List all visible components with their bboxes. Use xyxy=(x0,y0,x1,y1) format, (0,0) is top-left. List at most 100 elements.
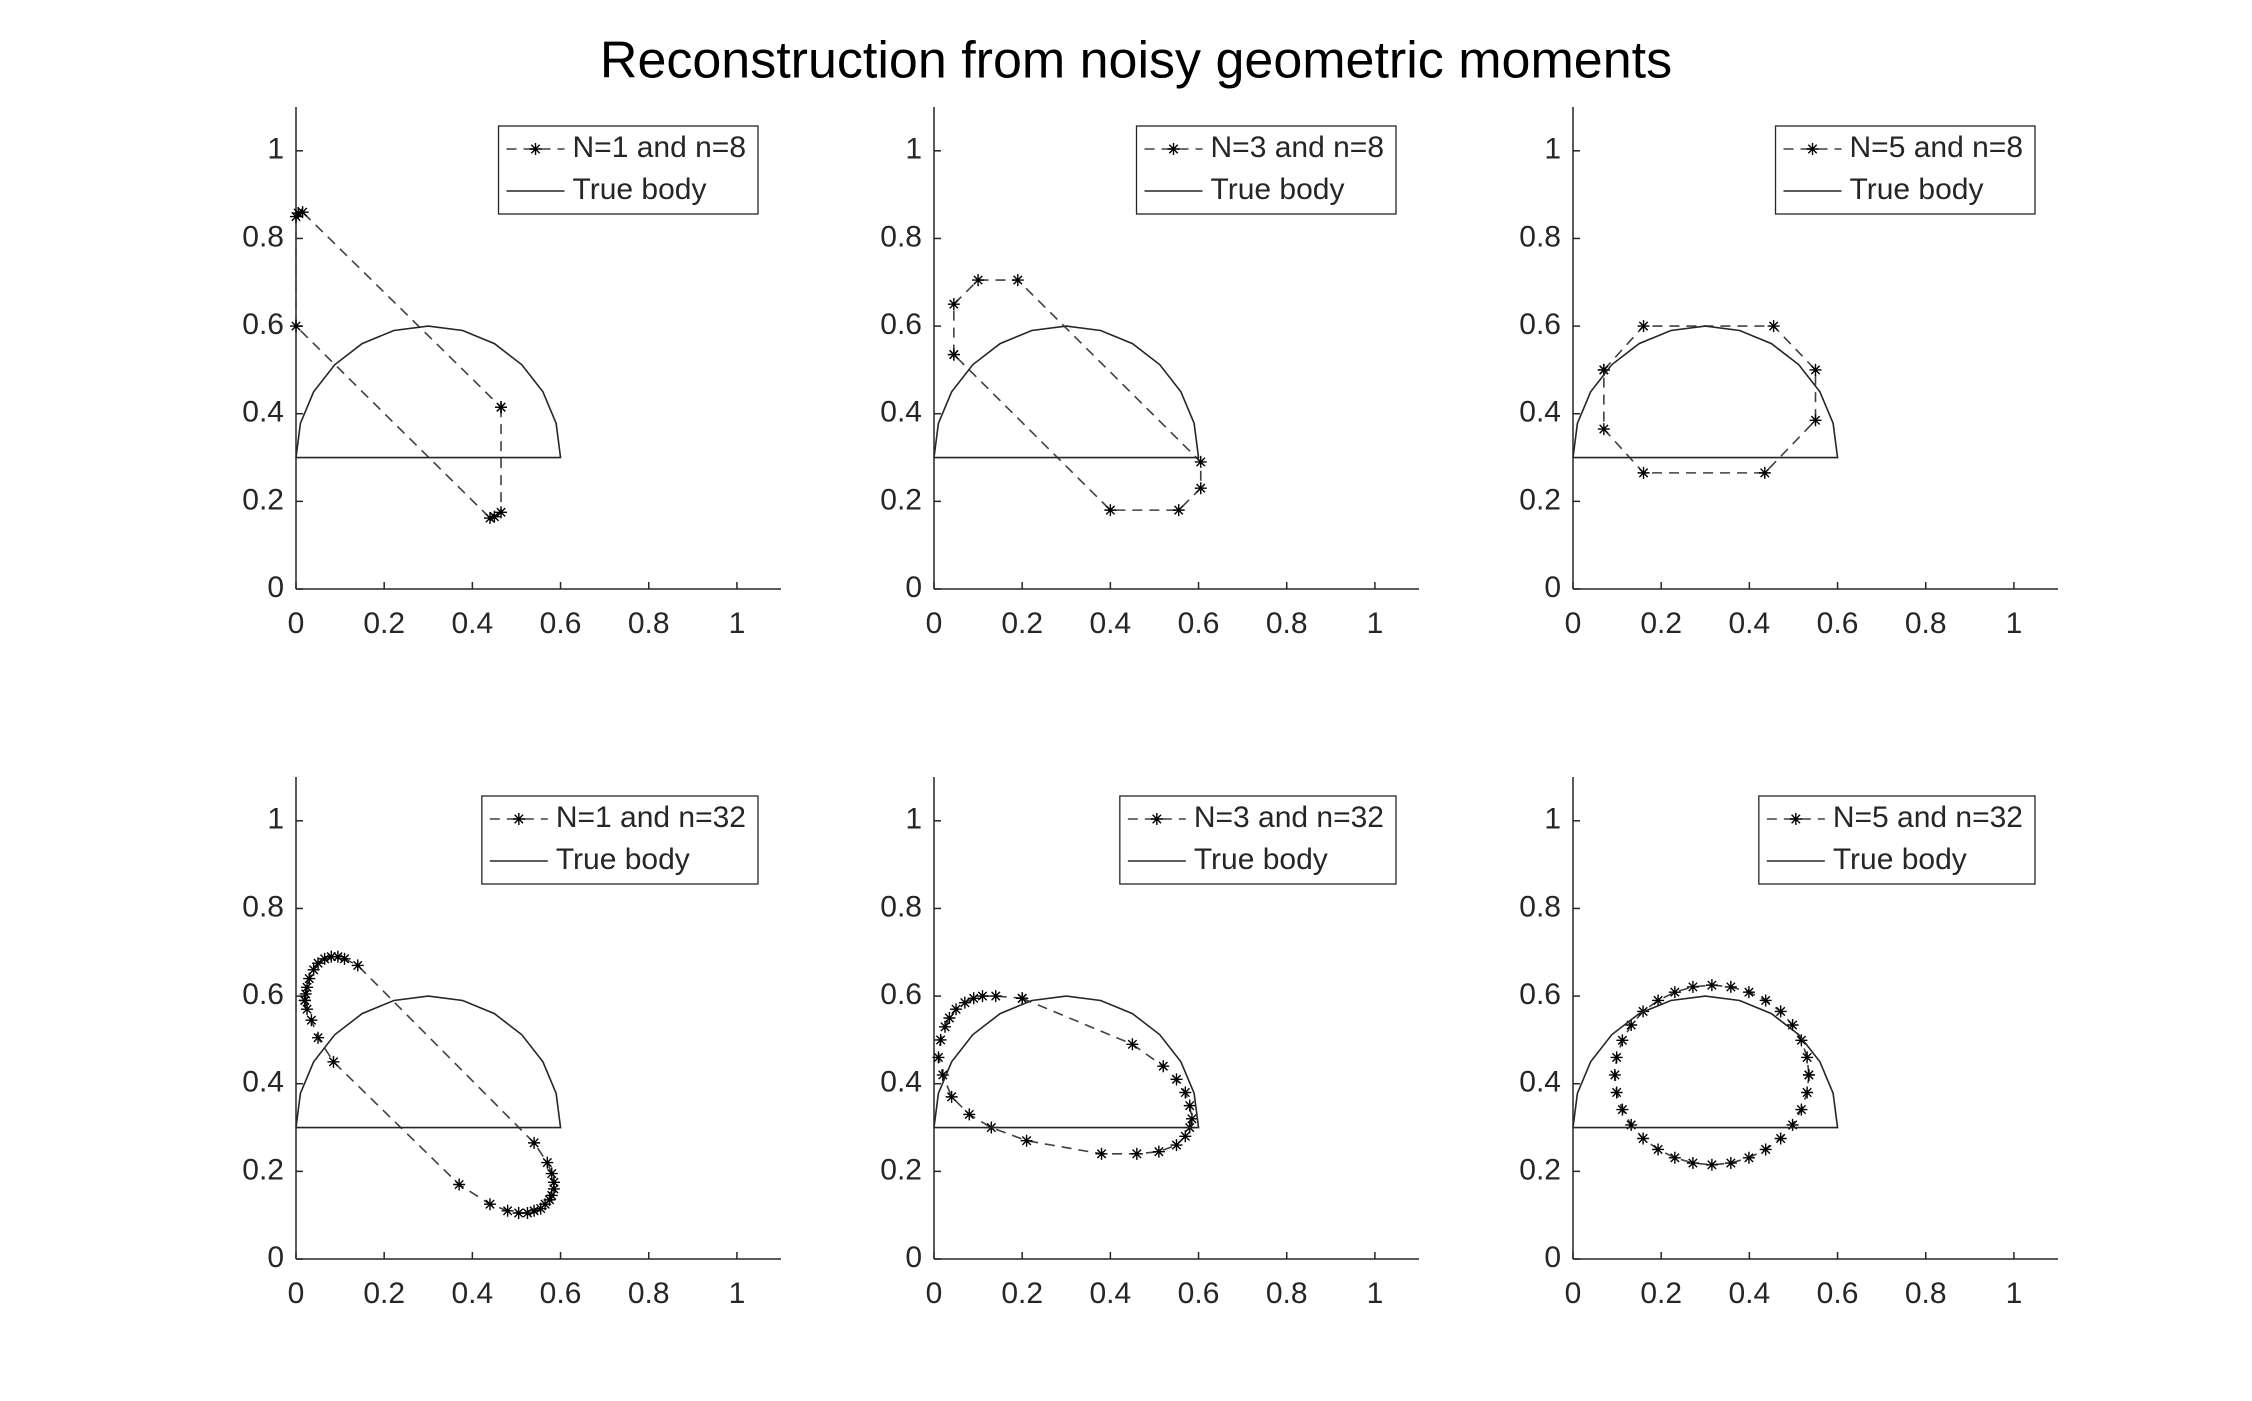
x-tick-label: 0.8 xyxy=(1905,607,1947,640)
data-marker xyxy=(967,992,980,1005)
data-marker xyxy=(1786,1019,1799,1032)
data-marker xyxy=(541,1156,554,1169)
x-tick-label: 0 xyxy=(288,607,305,640)
x-tick-label: 1 xyxy=(2006,1277,2023,1310)
y-tick-label: 0 xyxy=(267,1241,284,1274)
y-tick-label: 0.2 xyxy=(242,1153,284,1186)
x-tick-label: 1 xyxy=(1367,607,1384,640)
y-tick-label: 0.2 xyxy=(880,483,922,516)
data-marker xyxy=(312,957,325,970)
y-tick-label: 0.6 xyxy=(242,308,284,341)
legend-label: True body xyxy=(556,843,690,876)
data-marker xyxy=(1742,986,1755,999)
data-marker xyxy=(958,996,971,1009)
data-marker xyxy=(947,348,960,361)
data-marker xyxy=(290,320,302,333)
legend-box xyxy=(1119,795,1397,885)
data-marker xyxy=(1625,1019,1638,1032)
data-marker xyxy=(338,952,351,965)
data-marker xyxy=(1179,1086,1192,1099)
y-tick-label: 0.6 xyxy=(880,308,922,341)
data-marker xyxy=(1724,980,1737,993)
x-tick-label: 0.8 xyxy=(1905,1277,1947,1310)
data-marker xyxy=(539,1198,552,1211)
y-tick-label: 0 xyxy=(905,1241,922,1274)
x-tick-label: 0.2 xyxy=(363,607,405,640)
data-marker xyxy=(327,1055,340,1068)
y-tick-label: 0.8 xyxy=(1519,890,1561,923)
data-marker xyxy=(963,1108,976,1121)
data-marker xyxy=(1809,414,1822,427)
x-tick-label: 1 xyxy=(729,607,746,640)
data-marker xyxy=(1157,1060,1170,1073)
legend-label: N=5 and n=8 xyxy=(1850,131,2023,164)
data-marker xyxy=(301,981,314,994)
data-marker xyxy=(1809,363,1822,376)
data-marker xyxy=(331,950,344,963)
data-marker xyxy=(1616,1034,1629,1047)
data-marker xyxy=(1194,455,1207,468)
data-marker xyxy=(1637,320,1650,333)
y-tick-label: 0.8 xyxy=(242,890,284,923)
data-marker xyxy=(290,210,302,223)
data-marker xyxy=(1170,1139,1183,1152)
y-tick-label: 1 xyxy=(267,803,284,836)
legend-marker xyxy=(512,813,525,825)
data-marker xyxy=(1020,1134,1033,1147)
data-marker xyxy=(299,987,312,1000)
data-line xyxy=(295,325,562,459)
x-tick-label: 0.6 xyxy=(540,1277,582,1310)
data-marker xyxy=(453,1178,466,1191)
subplot: 0 0.2 0.4 0.6 0.8 1 0 0.2 0.4 0.6 0.8 1 N=3 and n=32… xyxy=(880,777,1419,1310)
data-marker xyxy=(1759,1143,1772,1156)
data-marker xyxy=(1625,1118,1638,1131)
x-tick-label: 0.6 xyxy=(1178,607,1220,640)
y-tick-label: 0.8 xyxy=(242,220,284,253)
y-tick-label: 0.4 xyxy=(242,396,284,429)
y-tick-label: 1 xyxy=(905,133,922,166)
data-marker xyxy=(1774,1132,1787,1145)
x-tick-label: 0.2 xyxy=(1640,1277,1682,1310)
y-tick-label: 0.6 xyxy=(1519,978,1561,1011)
y-tick-label: 0 xyxy=(1544,571,1561,604)
x-tick-label: 0.2 xyxy=(1640,607,1682,640)
legend-label: N=5 and n=32 xyxy=(1833,801,2023,834)
legend-box xyxy=(1774,125,2036,215)
subplot: 0 0.2 0.4 0.6 0.8 1 0 0.2 0.4 0.6 0.8 1 N=1 and n=8 T… xyxy=(242,107,781,640)
legend: N=3 and n=8 True body xyxy=(1135,125,1397,215)
x-tick-label: 0 xyxy=(1565,607,1582,640)
subplot: 0 0.2 0.4 0.6 0.8 1 0 0.2 0.4 0.6 0.8 1 N=1 and n=32… xyxy=(242,777,781,1310)
x-tick-label: 0.4 xyxy=(452,1277,494,1310)
data-marker xyxy=(1152,1145,1165,1158)
data-marker xyxy=(936,1068,949,1081)
legend-label: True body xyxy=(1850,173,1984,206)
y-tick-label: 0.4 xyxy=(242,1066,284,1099)
subplot: 0 0.2 0.4 0.6 0.8 1 0 0.2 0.4 0.6 0.8 1 N=3 and n=8 T… xyxy=(880,107,1419,640)
data-marker xyxy=(976,990,989,1003)
legend-label: N=3 and n=32 xyxy=(1194,801,1384,834)
y-tick-label: 0 xyxy=(267,571,284,604)
data-marker xyxy=(939,1020,952,1033)
subplot: 0 0.2 0.4 0.6 0.8 1 0 0.2 0.4 0.6 0.8 1 N=5 and n=8 T… xyxy=(1519,107,2058,640)
legend: N=1 and n=8 True body xyxy=(497,125,759,215)
x-tick-label: 0 xyxy=(1565,1277,1582,1310)
legend-marker xyxy=(1789,813,1802,825)
data-marker xyxy=(1801,1086,1814,1099)
data-marker xyxy=(1126,1038,1139,1051)
data-marker xyxy=(1011,274,1024,287)
data-marker xyxy=(547,1176,560,1189)
y-tick-label: 0.4 xyxy=(1519,1066,1561,1099)
data-marker xyxy=(1686,1157,1699,1170)
y-tick-label: 0.8 xyxy=(880,220,922,253)
legend-marker xyxy=(1806,143,1819,155)
data-marker xyxy=(1597,363,1610,376)
data-marker xyxy=(305,1014,318,1027)
legend-marker xyxy=(529,143,542,155)
x-tick-label: 0 xyxy=(288,1277,305,1310)
data-marker xyxy=(534,1202,547,1215)
x-tick-label: 0.8 xyxy=(1266,1277,1308,1310)
legend-box xyxy=(481,795,759,885)
x-tick-label: 0.4 xyxy=(1090,1277,1132,1310)
data-marker xyxy=(528,1204,541,1217)
